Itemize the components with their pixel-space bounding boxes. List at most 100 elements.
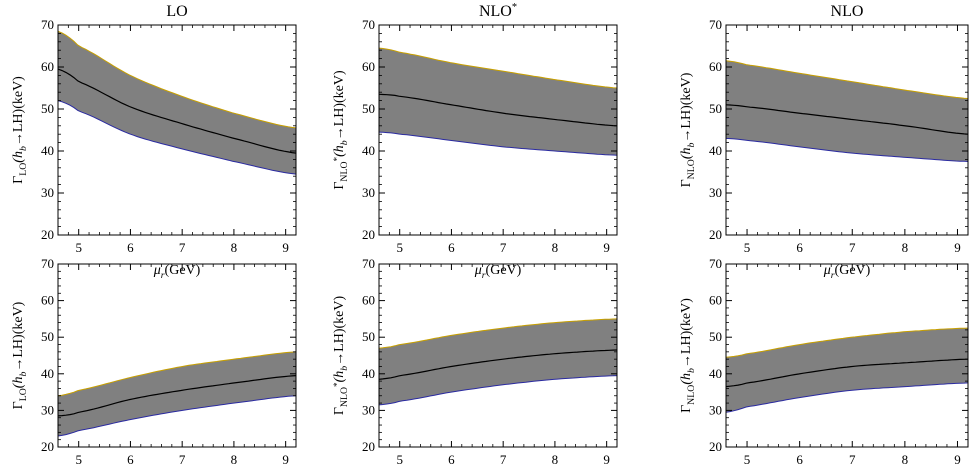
x-tick-label: 9 bbox=[954, 240, 961, 255]
central-value-line bbox=[725, 104, 969, 135]
y-tick-label: 20 bbox=[709, 439, 722, 454]
x-tick-label: 9 bbox=[282, 240, 289, 255]
chart-panel-4: 20304050607056789μΛ(GeV)ΓLO(hb→LH)(keV) bbox=[11, 256, 297, 476]
plot-frame bbox=[725, 24, 969, 236]
chart-title: LO bbox=[166, 3, 187, 20]
x-tick-label: 5 bbox=[744, 452, 751, 467]
chart-panel-6: 20304050607056789μΛ(GeV)ΓNLO(hb→LH)(keV) bbox=[679, 256, 969, 476]
x-tick-label: 8 bbox=[231, 452, 238, 467]
y-tick-label: 30 bbox=[709, 185, 722, 200]
x-tick-label: 5 bbox=[396, 240, 403, 255]
chart-panel-3: 20 30 40 50 60 70 5 6 7 8 9 NLO μr(GeV) ΓNLO(hb→LH)(k… bbox=[679, 3, 969, 281]
y-tick-label: 30 bbox=[41, 185, 54, 200]
x-tick-label: 6 bbox=[127, 240, 134, 255]
y-axis-title: ΓLO(hb→LH)(keV) bbox=[11, 76, 29, 184]
y-tick-label: 40 bbox=[709, 143, 722, 158]
x-tick-label: 7 bbox=[179, 452, 186, 467]
x-tick-label: 7 bbox=[849, 452, 856, 467]
x-tick-label: 6 bbox=[448, 240, 455, 255]
central-value-line bbox=[57, 375, 297, 417]
y-axis-title: ΓNLO(hb→LH)(keV) bbox=[679, 298, 697, 413]
lower-bound-line bbox=[725, 137, 969, 162]
y-tick-label: 40 bbox=[362, 366, 375, 381]
upper-bound-line bbox=[725, 327, 969, 358]
y-tick-label: 20 bbox=[362, 227, 375, 242]
central-value-line bbox=[57, 68, 297, 154]
x-tick-label: 9 bbox=[603, 452, 610, 467]
x-axis-title: μr(GeV) bbox=[153, 263, 201, 281]
plot-frame bbox=[57, 263, 297, 448]
plot-frame bbox=[57, 24, 297, 236]
x-tick-label: 6 bbox=[796, 452, 803, 467]
y-tick-label: 20 bbox=[41, 227, 54, 242]
y-tick-label: 30 bbox=[709, 402, 722, 417]
y-tick-label: 50 bbox=[709, 329, 722, 344]
x-axis-title: μr(GeV) bbox=[823, 263, 871, 281]
chart-title: NLO* bbox=[479, 2, 517, 20]
x-tick-label: 7 bbox=[179, 240, 186, 255]
y-tick-label: 70 bbox=[362, 17, 375, 32]
y-tick-label: 20 bbox=[709, 227, 722, 242]
x-tick-label: 8 bbox=[552, 452, 559, 467]
x-tick-label: 9 bbox=[954, 452, 961, 467]
y-tick-label: 50 bbox=[709, 101, 722, 116]
uncertainty-band bbox=[58, 31, 296, 175]
y-axis-title: ΓNLO*(hb→LH)(keV) bbox=[332, 70, 350, 190]
x-tick-label: 8 bbox=[902, 240, 909, 255]
x-tick-label: 8 bbox=[552, 240, 559, 255]
y-tick-label: 40 bbox=[41, 143, 54, 158]
y-tick-label: 60 bbox=[362, 59, 375, 74]
central-value-line bbox=[378, 349, 618, 380]
x-tick-label: 6 bbox=[448, 452, 455, 467]
plot-frame bbox=[378, 263, 618, 448]
x-tick-label: 6 bbox=[127, 452, 134, 467]
chart-panel-2: 20 30 40 50 60 70 5 6 7 8 9 NLO* μr(GeV) ΓNLO*(hb→LH)… bbox=[332, 2, 618, 281]
y-tick-label: 30 bbox=[362, 402, 375, 417]
y-tick-label: 60 bbox=[41, 293, 54, 308]
x-tick-label: 6 bbox=[796, 240, 803, 255]
y-tick-label: 70 bbox=[41, 256, 54, 271]
lower-bound-line bbox=[378, 131, 618, 156]
y-tick-label: 60 bbox=[41, 59, 54, 74]
x-tick-label: 9 bbox=[282, 452, 289, 467]
y-axis-title: ΓNLO*(hb→LH)(keV) bbox=[332, 296, 350, 416]
y-tick-label: 40 bbox=[362, 143, 375, 158]
upper-bound-line bbox=[725, 60, 969, 99]
x-tick-label: 8 bbox=[902, 452, 909, 467]
plot-frame bbox=[725, 263, 969, 448]
y-tick-label: 70 bbox=[709, 256, 722, 271]
x-tick-label: 5 bbox=[75, 240, 82, 255]
y-tick-label: 50 bbox=[362, 101, 375, 116]
lower-bound-line bbox=[378, 375, 618, 406]
chart-title: NLO bbox=[831, 3, 864, 20]
upper-bound-line bbox=[57, 30, 297, 129]
upper-bound-line bbox=[57, 351, 297, 397]
y-tick-label: 20 bbox=[362, 439, 375, 454]
central-value-line bbox=[378, 93, 618, 127]
y-tick-label: 60 bbox=[362, 293, 375, 308]
y-tick-label: 40 bbox=[709, 366, 722, 381]
upper-bound-line bbox=[378, 318, 618, 349]
y-tick-label: 70 bbox=[362, 256, 375, 271]
uncertainty-band bbox=[379, 48, 617, 156]
x-tick-label: 9 bbox=[603, 240, 610, 255]
uncertainty-band bbox=[726, 328, 968, 413]
lower-bound-line bbox=[57, 100, 297, 175]
y-tick-label: 20 bbox=[41, 439, 54, 454]
uncertainty-band bbox=[58, 351, 296, 436]
y-tick-label: 50 bbox=[362, 329, 375, 344]
x-tick-label: 5 bbox=[744, 240, 751, 255]
y-tick-label: 70 bbox=[709, 17, 722, 32]
x-tick-label: 7 bbox=[500, 452, 507, 467]
central-value-line bbox=[725, 358, 969, 388]
y-tick-label: 30 bbox=[41, 402, 54, 417]
y-tick-label: 40 bbox=[41, 366, 54, 381]
x-tick-label: 5 bbox=[396, 452, 403, 467]
x-tick-label: 7 bbox=[849, 240, 856, 255]
y-tick-label: 50 bbox=[41, 329, 54, 344]
uncertainty-band bbox=[379, 318, 617, 405]
y-tick-label: 70 bbox=[41, 17, 54, 32]
plot-frame bbox=[378, 24, 618, 236]
lower-bound-line bbox=[57, 395, 297, 437]
